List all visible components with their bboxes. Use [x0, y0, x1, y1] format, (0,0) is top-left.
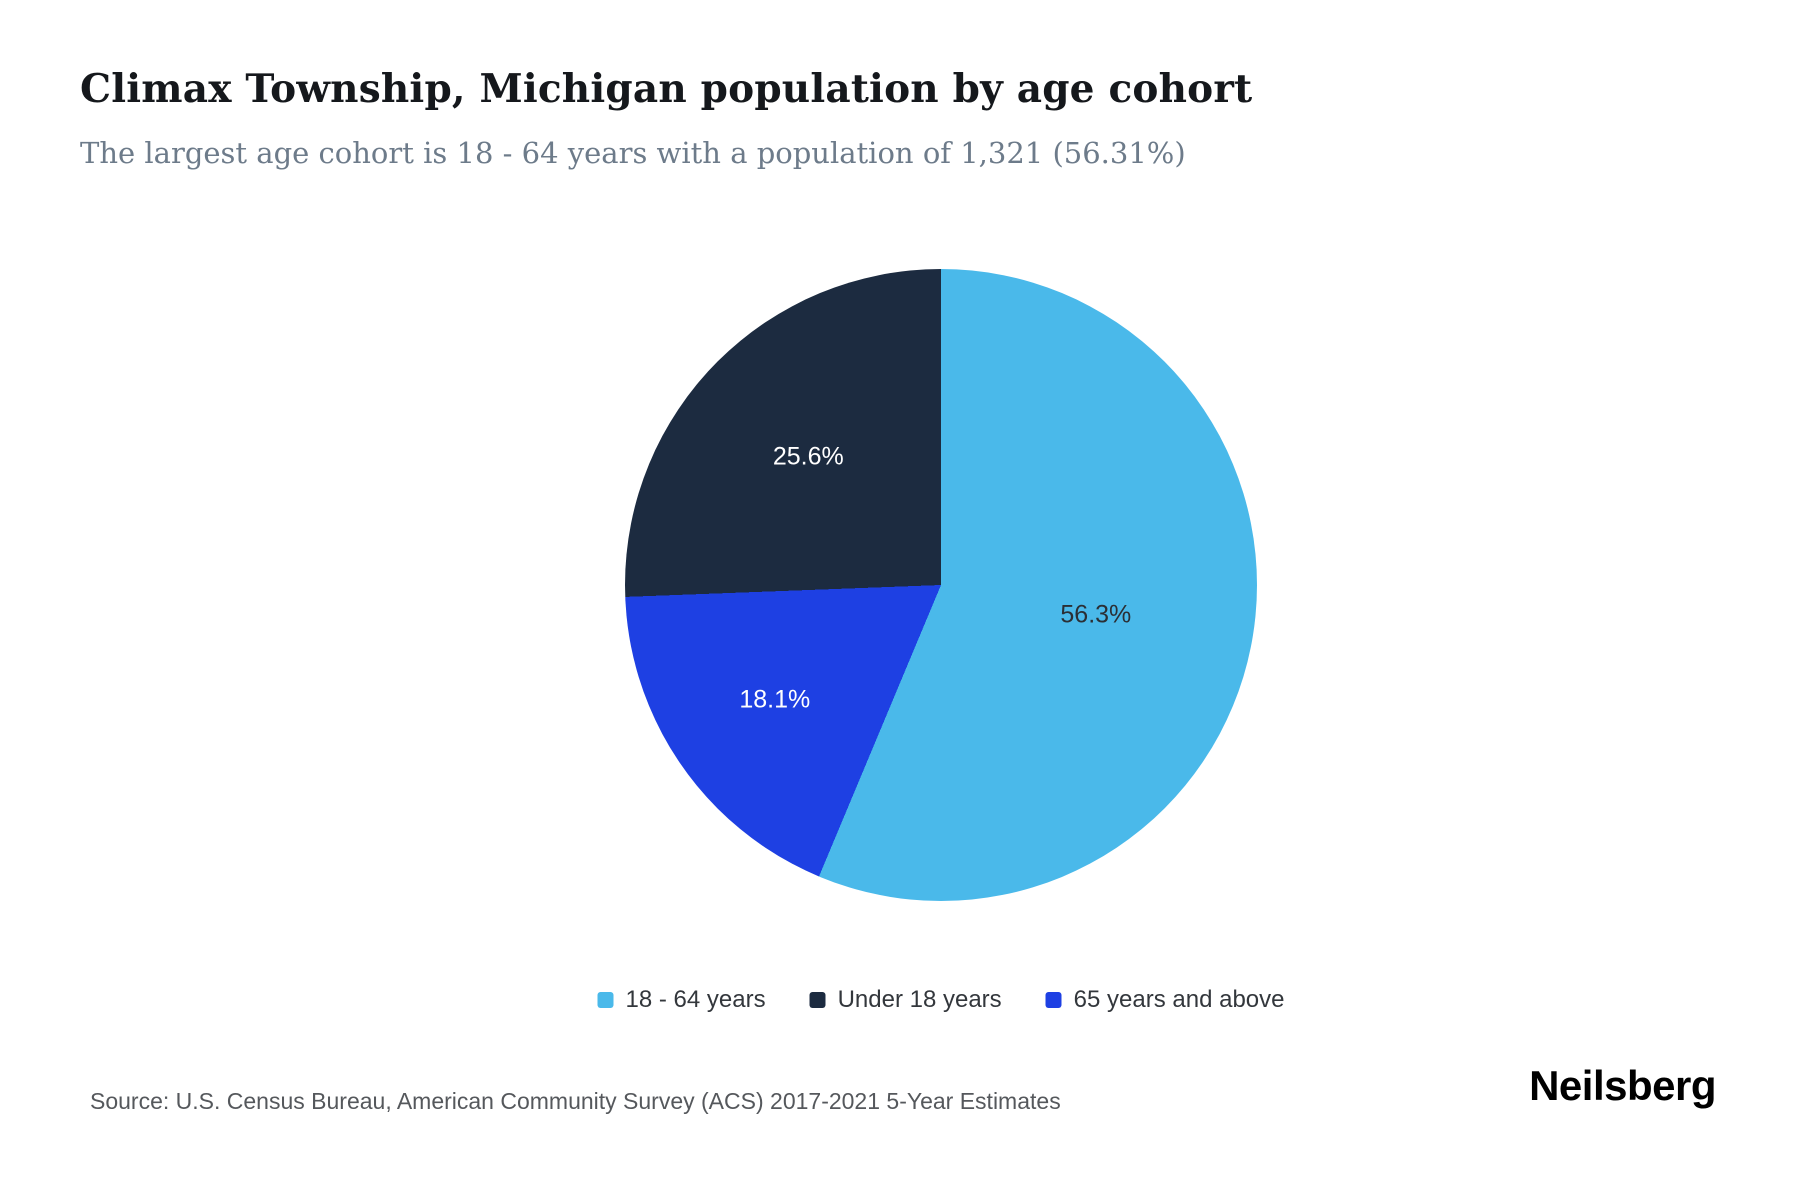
- brand-logo: Neilsberg: [1529, 1062, 1716, 1109]
- legend-item-18-64-years[interactable]: 18 - 64 years: [597, 986, 766, 1014]
- legend-swatch-18-64-years: [597, 992, 614, 1008]
- pie-chart: 56.3% 25.6% 18.1%: [625, 269, 1257, 901]
- legend-label-18-64-years: 18 - 64 years: [625, 986, 766, 1013]
- page-title: Climax Township, Michigan population by …: [80, 66, 1253, 112]
- slice-label-18-64-years: 56.3%: [1060, 600, 1132, 629]
- pie-slices[interactable]: [625, 269, 1257, 901]
- page-subtitle: The largest age cohort is 18 - 64 years …: [80, 136, 1186, 170]
- legend-swatch-under-18-years: [809, 992, 826, 1008]
- legend-label-65-years-and-above: 65 years and above: [1073, 986, 1285, 1013]
- slice-label-65-years-and-above: 18.1%: [739, 685, 811, 714]
- source-attribution: Source: U.S. Census Bureau, American Com…: [90, 1088, 1061, 1114]
- chart-legend: 18 - 64 years Under 18 years 65 years an…: [597, 986, 1285, 1014]
- legend-label-under-18-years: Under 18 years: [837, 986, 1002, 1013]
- legend-swatch-65-years-and-above: [1045, 992, 1062, 1008]
- legend-item-under-18-years[interactable]: Under 18 years: [809, 986, 1002, 1014]
- legend-item-65-years-and-above[interactable]: 65 years and above: [1045, 986, 1285, 1014]
- slice-label-under-18-years: 25.6%: [772, 442, 844, 471]
